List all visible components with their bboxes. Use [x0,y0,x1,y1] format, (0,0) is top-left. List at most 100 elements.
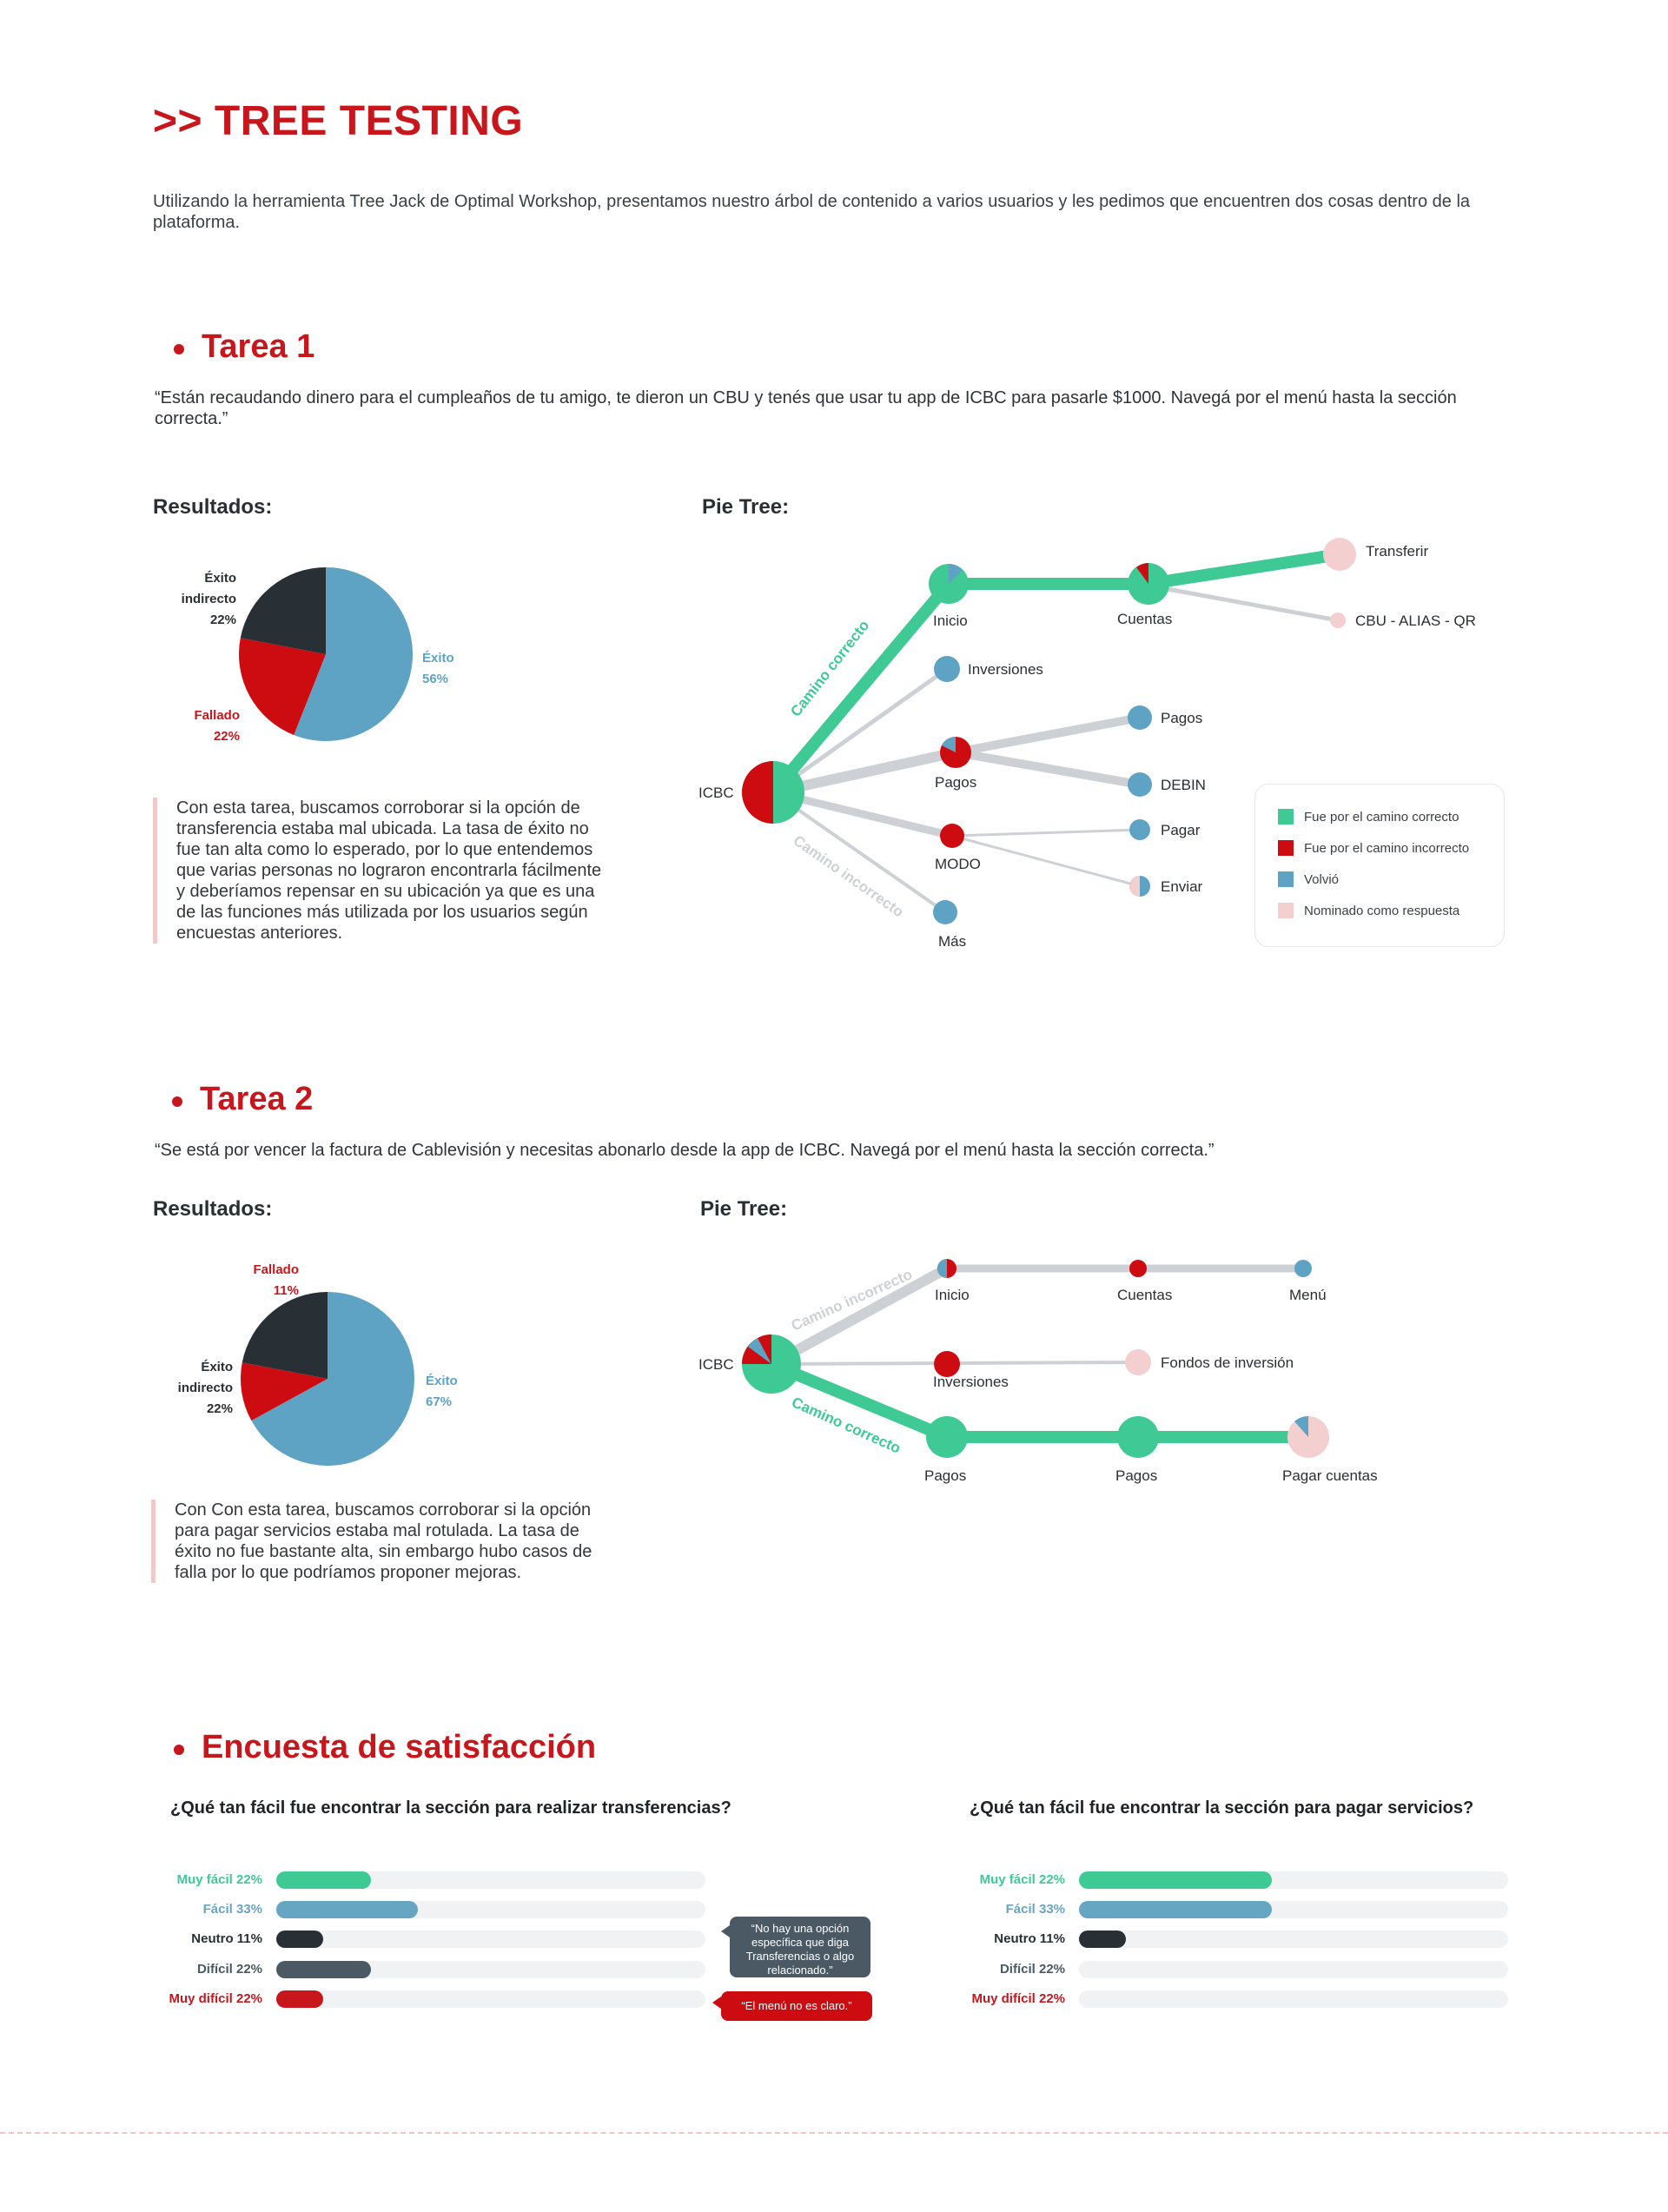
tree1-label-debin: DEBIN [1161,777,1206,793]
pie2-label-exito: Éxito 67% [426,1371,458,1413]
survey-q2: ¿Qué tan fácil fue encontrar la sección … [970,1798,1474,1818]
node-cuentas-incorrect-slice [1136,563,1148,584]
bullet-icon [174,1745,184,1755]
tree2-label-cuentas: Cuentas [1117,1287,1172,1303]
survey2-track-2 [1079,1931,1508,1948]
legend-item-correct: Fue por el camino correcto [1278,809,1459,825]
branch-cuentas-cbu [1148,583,1339,623]
task2-heading: Tarea 2 [200,1081,314,1117]
survey2-bar-0 [1079,1871,1272,1889]
task1-heading: Tarea 1 [202,328,315,365]
survey1-bar-0 [276,1871,371,1889]
node-menu [1294,1260,1312,1277]
bullet-icon [174,344,184,354]
page-divider [0,2132,1668,2134]
pie2-fallado-pct: 11% [273,1283,299,1298]
pie1-label-exito: Éxito 56% [422,648,454,690]
legend-swatch-returned [1278,871,1294,887]
node-inversiones [934,1351,960,1377]
node-cbu [1330,613,1346,628]
tree2-label-pagos-child: Pagos [1115,1467,1157,1484]
pie2-slice-1 [241,1362,328,1421]
pie2-slice-0 [251,1292,414,1466]
tree1-label-cuentas: Cuentas [1117,611,1172,627]
node-pagar [1129,819,1150,840]
branch-icbc-inversiones [771,666,949,795]
tree2-label-icbc: ICBC [698,1356,734,1373]
tree2-label-inversiones: Inversiones [933,1374,1009,1390]
survey2-label-0: Muy fácil 22% [979,1872,1065,1887]
pie2-slice-2 [242,1292,328,1379]
survey-heading: Encuesta de satisfacción [202,1729,597,1765]
node-inicio-returned-slice [937,1259,947,1278]
node-transferir [1323,538,1356,571]
comment-bubble: “No hay una opción específica que diga T… [730,1917,870,1977]
pie1-indirecto-name2: indirecto [181,592,236,606]
pie2-indirecto-name2: indirecto [177,1381,233,1395]
node-debin [1128,772,1152,797]
survey2-track-3 [1079,1961,1508,1978]
bullet-icon [172,1096,182,1107]
node-icbc-returned-slice [748,1338,771,1364]
node-cuentas [1129,1260,1147,1277]
legend-label-nominated: Nominado como respuesta [1304,903,1460,918]
survey1-label-3: Difícil 22% [196,1962,262,1977]
correct-path [769,1358,1300,1443]
correct-path [768,548,1341,797]
tree2-label-pagos: Pagos [924,1467,966,1484]
tree1-label-cbu: CBU - ALIAS - QR [1355,613,1476,629]
pie1-exito-pct: 56% [422,672,449,686]
tree2-label-pagar-cuentas: Pagar cuentas [1282,1467,1378,1484]
pie2-fallado-name: Fallado [253,1262,299,1277]
pie1-slice-1 [239,638,326,735]
survey1-track-0 [276,1871,705,1889]
tree1-path-correct-label: Camino correcto [787,617,872,719]
pie2-label-fallado: Fallado 11% [231,1260,299,1301]
node-icbc-incorrect-slice [742,761,773,824]
task2-pie-tree: ICBC Inicio Cuentas Menú Inversiones Fon… [698,1259,1378,1484]
bubble-pointer [721,1925,730,1937]
legend-label-correct: Fue por el camino correcto [1304,809,1460,825]
survey1-bar-3 [276,1961,371,1978]
tree1-label-icbc: ICBC [698,785,734,801]
survey2-bar-2 [1079,1931,1126,1948]
tree1-label-pagos: Pagos [935,774,976,791]
node-pagos-returned-slice [942,737,956,752]
legend-item-incorrect: Fue por el camino incorrecto [1278,840,1469,856]
survey1-bar-1 [276,1901,418,1918]
survey1-label-0: Muy fácil 22% [176,1872,262,1887]
pie2-label-indirecto: Éxito indirecto 22% [149,1357,233,1420]
survey2-label-1: Fácil 33% [1005,1902,1065,1917]
task1-quote: “Están recaudando dinero para el cumplea… [155,388,1457,428]
pie1-exito-name: Éxito [422,651,454,666]
intro-text: Utilizando la herramienta Tree Jack de O… [153,192,1471,232]
legend-swatch-incorrect [1278,840,1294,856]
task1-pietree-heading: Pie Tree: [702,495,790,519]
page-title: >> TREE TESTING [153,98,524,144]
pie2-indirecto-name1: Éxito [201,1360,233,1374]
survey2-track-4 [1079,1990,1508,2008]
node-pagar-cuentas-returned-slice [1294,1415,1308,1437]
bubble-pointer [712,1997,721,2009]
tree1-label-inversiones: Inversiones [968,661,1043,678]
node-enviar-nominated-slice [1129,876,1140,897]
legend-swatch-correct [1278,809,1294,825]
pie1-slice-0 [294,567,413,741]
survey2-label-2: Neutro 11% [994,1931,1065,1946]
pie1-slice-2 [240,567,326,654]
survey1-track-4 [276,1990,705,2008]
pie1-label-indirecto: Éxito indirecto 22% [153,568,236,631]
node-pagos [926,1416,968,1458]
task1-results-heading: Resultados: [153,495,273,519]
survey2-label-4: Muy difícil 22% [971,1991,1065,2006]
survey1-label-4: Muy difícil 22% [169,1991,262,2006]
tree2-label-menu: Menú [1289,1287,1327,1303]
survey1-label-1: Fácil 33% [202,1902,262,1917]
branch-icbc-mas [771,791,947,914]
pie1-indirecto-pct: 22% [209,613,236,627]
task1-note: Con esta tarea, buscamos corroborar si l… [153,798,611,944]
branch-modo-enviar [951,834,1141,888]
tree2-path-correct-label: Camino correcto [789,1394,903,1456]
survey2-label-3: Difícil 22% [999,1962,1065,1977]
task2-quote: “Se está por vencer la factura de Cablev… [155,1141,1215,1160]
